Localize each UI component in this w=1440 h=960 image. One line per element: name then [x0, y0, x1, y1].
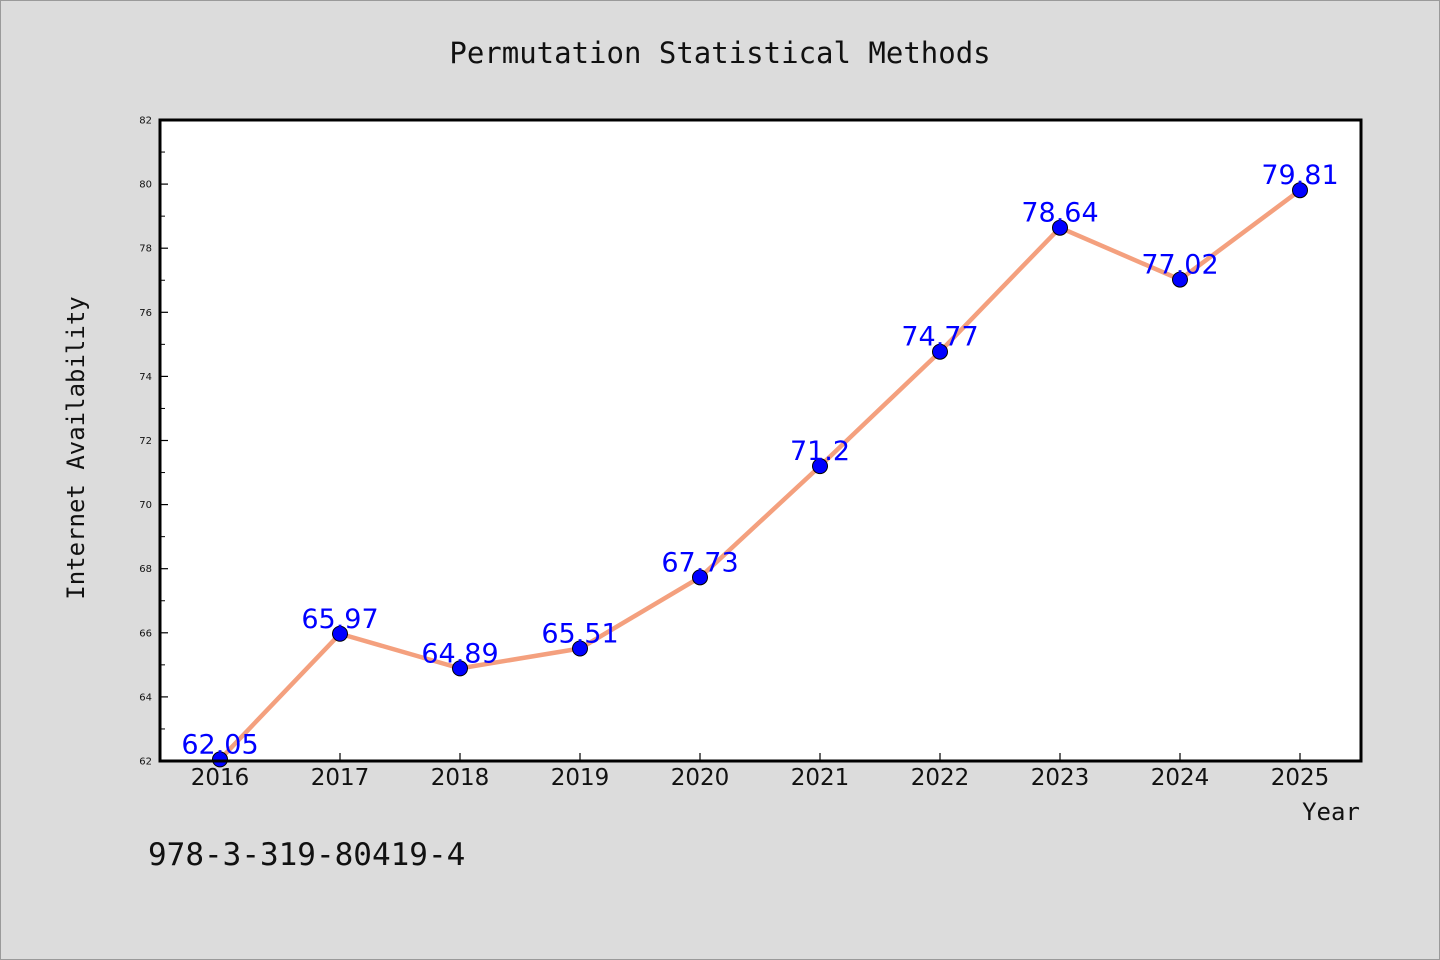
plot-border — [158, 118, 1363, 763]
data-labels: 62.05 65.97 64.89 65.51 67.73 71.2 74.77 78.64 7… — [181, 160, 1338, 760]
y-tick-label: 66 — [139, 628, 152, 639]
y-tick-label: 68 — [139, 564, 152, 575]
data-label: 71.2 — [790, 436, 850, 467]
data-label: 65.97 — [301, 604, 378, 635]
x-tick-label: 2024 — [1151, 765, 1210, 791]
y-tick-label: 76 — [139, 308, 152, 319]
data-point — [692, 569, 708, 586]
y-tick-label: 78 — [139, 244, 152, 255]
y-tick-label: 80 — [139, 180, 152, 191]
x-tick-label: 2023 — [1031, 765, 1090, 791]
y-tick-label: 70 — [139, 500, 152, 511]
data-point — [452, 660, 468, 677]
data-point — [932, 343, 948, 360]
data-label: 79.81 — [1261, 160, 1338, 191]
data-label: 64.89 — [421, 638, 498, 669]
x-axis: 2016 2017 2018 2019 2020 2021 2022 2023 2024 2025 — [191, 753, 1330, 791]
y-tick-label: 82 — [139, 116, 152, 127]
data-point — [1052, 219, 1068, 236]
x-tick-label: 2021 — [791, 765, 850, 791]
data-label: 78.64 — [1021, 198, 1098, 229]
y-axis-label: Internet Availability — [62, 296, 90, 599]
data-point — [1172, 271, 1188, 288]
x-tick-label: 2019 — [551, 765, 610, 791]
x-axis-label: Year — [1302, 798, 1360, 826]
data-label: 67.73 — [661, 547, 738, 578]
plot-area — [160, 120, 1361, 761]
x-tick-label: 2016 — [191, 765, 250, 791]
series-line — [218, 188, 1302, 761]
y-tick-label: 74 — [139, 372, 152, 383]
data-point — [572, 640, 588, 657]
chart-title: Permutation Statistical Methods — [449, 36, 990, 70]
data-point — [332, 625, 348, 642]
y-tick-label: 72 — [139, 436, 152, 447]
x-tick-label: 2022 — [911, 765, 970, 791]
data-point — [812, 458, 828, 475]
isbn-text: 978-3-319-80419-4 — [148, 837, 465, 873]
data-label: 65.51 — [541, 619, 618, 650]
y-tick-label: 64 — [139, 692, 152, 703]
y-axis: 62 64 66 68 70 72 74 76 78 80 82 — [139, 116, 168, 768]
x-tick-label: 2017 — [311, 765, 370, 791]
x-tick-label: 2025 — [1271, 765, 1330, 791]
data-label: 77.02 — [1141, 250, 1218, 281]
y-tick-label: 62 — [139, 757, 152, 768]
data-label: 62.05 — [181, 729, 258, 760]
x-tick-label: 2020 — [671, 765, 730, 791]
data-point — [1292, 182, 1308, 199]
data-point — [212, 751, 228, 768]
x-tick-label: 2018 — [431, 765, 490, 791]
data-label: 74.77 — [901, 322, 978, 353]
series-markers — [212, 182, 1308, 768]
